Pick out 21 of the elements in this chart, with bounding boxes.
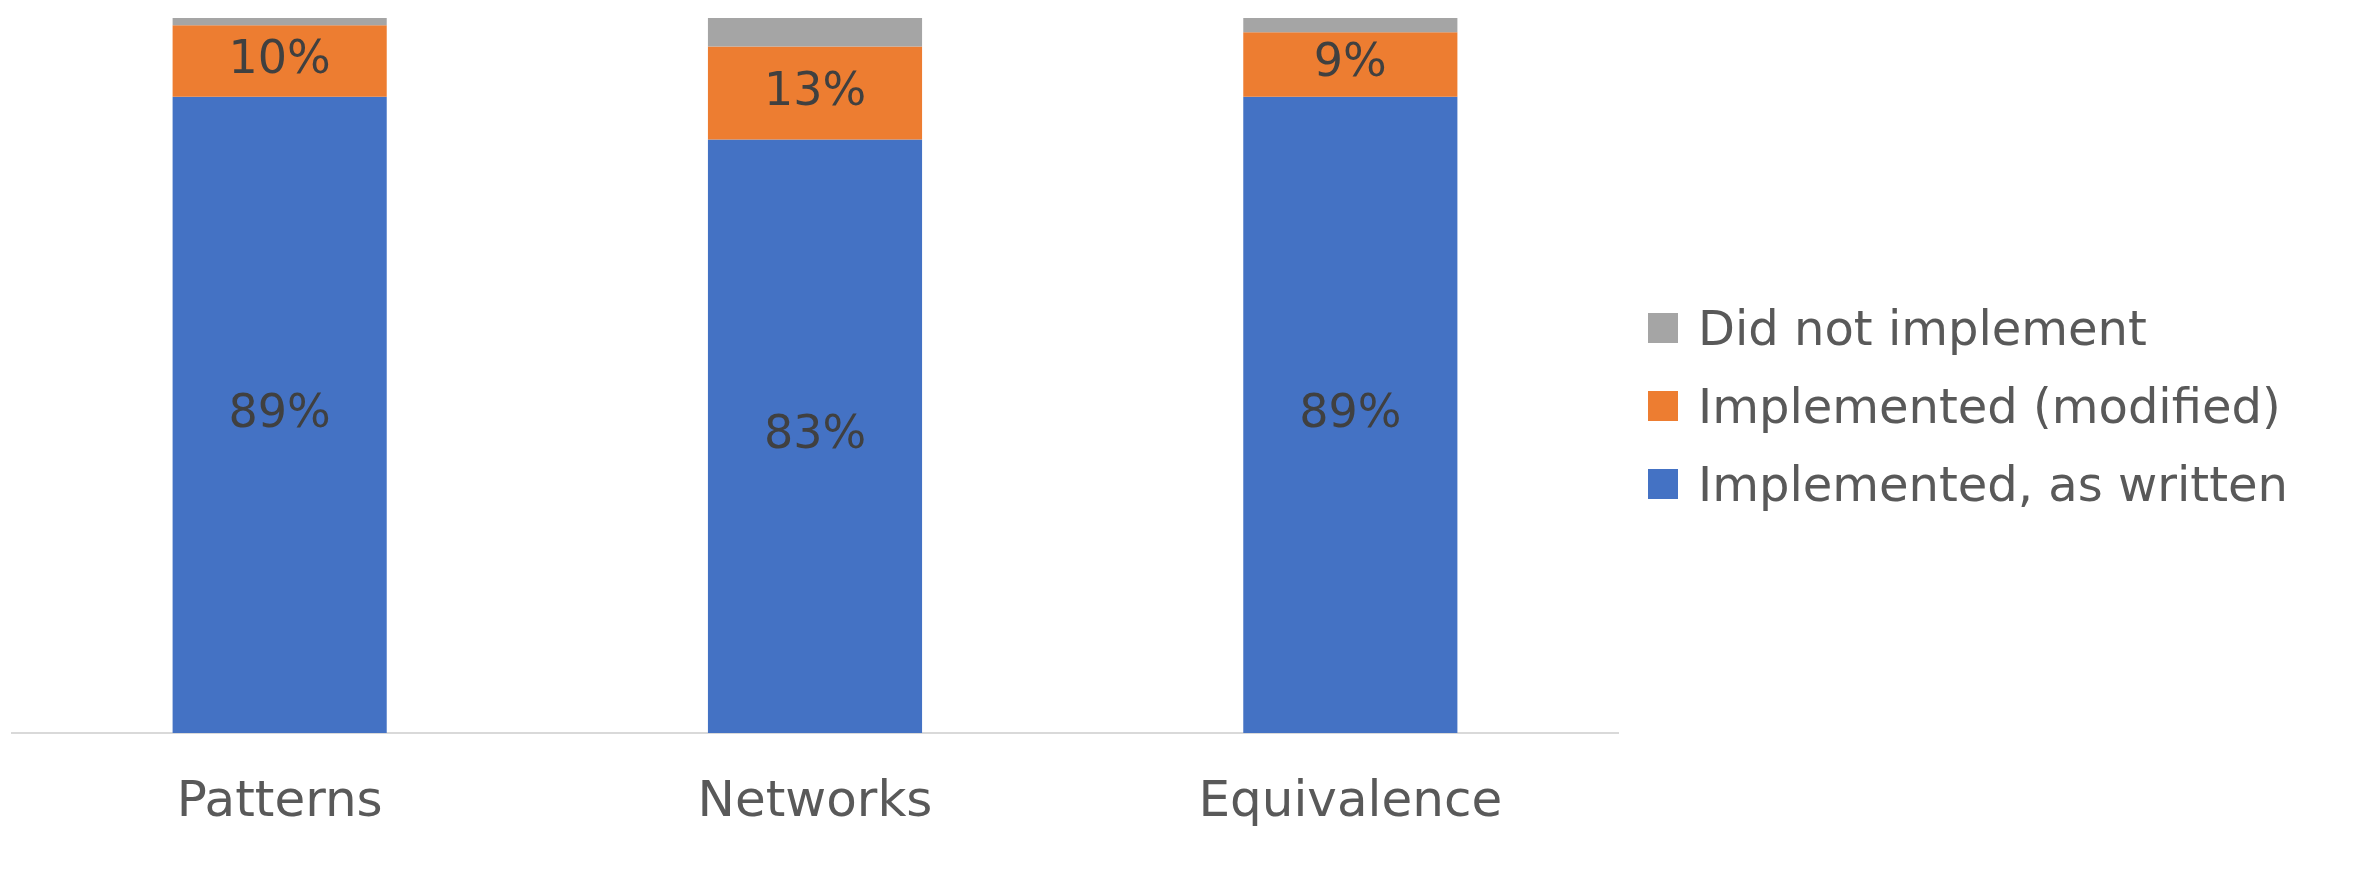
- bar: [172, 18, 387, 26]
- bar: [707, 139, 923, 733]
- bar: [1243, 18, 1458, 33]
- legend-label: Did not implement: [1698, 299, 2147, 356]
- data-label: 13%: [763, 62, 867, 117]
- legend-label: Implemented, as written: [1698, 455, 2288, 512]
- data-label: 89%: [1299, 383, 1402, 438]
- bar: [1243, 96, 1458, 733]
- bar: [707, 46, 923, 140]
- x-tick-label: Equivalence: [1198, 769, 1503, 828]
- legend-label: Implemented (modified): [1698, 377, 2281, 434]
- bar: [172, 25, 387, 97]
- bar: [172, 96, 387, 733]
- data-label: 10%: [228, 29, 331, 84]
- x-tick-label: Networks: [697, 769, 933, 828]
- data-label: 9%: [1313, 33, 1387, 88]
- data-label: 83%: [763, 405, 867, 460]
- bar: [707, 18, 923, 47]
- x-tick-label: Patterns: [176, 769, 383, 828]
- data-label: 89%: [228, 383, 331, 438]
- bar: [1243, 32, 1458, 97]
